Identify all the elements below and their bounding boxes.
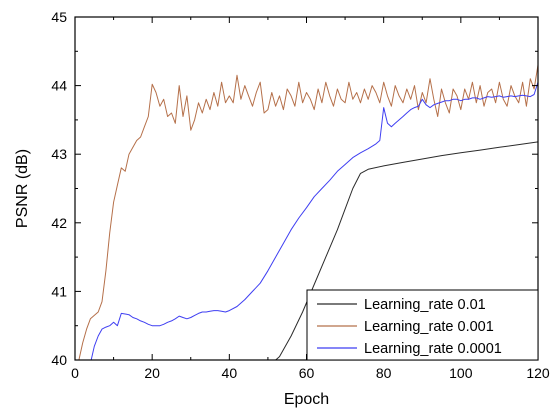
series-line-1 xyxy=(274,141,538,360)
x-tick-label: 40 xyxy=(222,365,238,381)
y-axis-title: PSNR (dB) xyxy=(14,149,31,228)
legend: Learning_rate 0.01 Learning_rate 0.001 Lea… xyxy=(306,289,539,361)
y-tick-label: 43 xyxy=(51,146,67,162)
x-tick-label: 80 xyxy=(376,365,392,381)
legend-label-3: Learning_rate 0.0001 xyxy=(364,341,502,357)
series-line-2 xyxy=(78,64,538,360)
x-tick-label: 60 xyxy=(299,365,315,381)
tick-layer: 0 20 40 60 80 100 120 40 41 42 43 44 45 xyxy=(51,9,549,381)
x-tick-label: 0 xyxy=(71,365,79,381)
x-axis-title: Epoch xyxy=(284,391,329,408)
legend-label-1: Learning_rate 0.01 xyxy=(364,297,486,313)
x-tick-label: 100 xyxy=(449,365,473,381)
legend-label-2: Learning_rate 0.001 xyxy=(364,319,494,335)
y-tick-label: 45 xyxy=(51,9,67,25)
y-tick-label: 42 xyxy=(51,215,67,231)
x-tick-label: 120 xyxy=(526,365,550,381)
y-tick-label: 40 xyxy=(51,352,67,368)
series-layer xyxy=(78,64,538,360)
series-line-3 xyxy=(90,82,538,360)
y-tick-label: 41 xyxy=(51,283,67,299)
x-tick-label: 20 xyxy=(144,365,160,381)
y-tick-label: 44 xyxy=(51,78,67,94)
